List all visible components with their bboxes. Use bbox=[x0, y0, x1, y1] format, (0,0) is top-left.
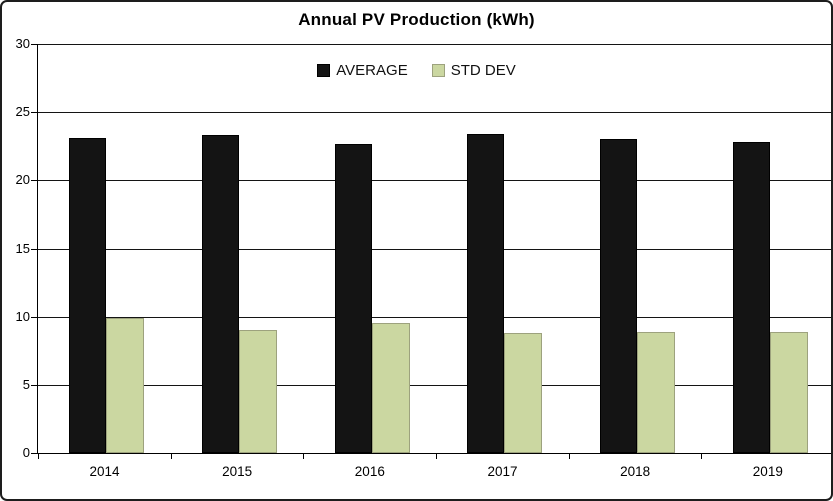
gridline bbox=[38, 112, 831, 114]
y-tick-label: 0 bbox=[22, 445, 30, 460]
x-tick-label: 2015 bbox=[222, 464, 253, 479]
plot-area: 0 5 10 15 20 25 30 2014 2015 2016 2017 2018 2019 bbox=[16, 36, 831, 479]
x-axis-tick bbox=[38, 454, 39, 459]
legend-label: STD DEV bbox=[450, 62, 516, 79]
bar-std-dev bbox=[636, 331, 675, 453]
y-axis-tick bbox=[31, 44, 38, 45]
bar-std-dev bbox=[238, 330, 277, 453]
chart-title: Annual PV Production (kWh) bbox=[298, 10, 535, 29]
y-axis-tick bbox=[31, 112, 38, 114]
bar-average bbox=[467, 133, 505, 453]
y-axis-tick bbox=[31, 248, 38, 250]
y-tick-label: 25 bbox=[15, 104, 30, 120]
y-axis-tick bbox=[31, 453, 38, 454]
legend-item-std-dev: STD DEV bbox=[431, 62, 516, 79]
legend-item-average: AVERAGE bbox=[317, 62, 408, 79]
gridline bbox=[38, 384, 831, 386]
y-axis-tick bbox=[31, 180, 38, 182]
bar-std-dev bbox=[769, 331, 808, 453]
legend-swatch-icon bbox=[431, 64, 445, 77]
bar-group bbox=[38, 45, 171, 453]
y-tick-label: 20 bbox=[15, 172, 30, 188]
bar-average bbox=[599, 139, 637, 453]
bar-group bbox=[569, 45, 702, 453]
x-tick-label: 2018 bbox=[620, 464, 651, 479]
bar-group bbox=[171, 45, 304, 453]
x-axis-tick bbox=[568, 454, 570, 459]
bar-average bbox=[334, 143, 372, 453]
legend-swatch-icon bbox=[317, 64, 331, 77]
x-axis-tick bbox=[436, 454, 437, 459]
x-tick-label: 2014 bbox=[89, 464, 120, 479]
bar-average bbox=[201, 135, 239, 453]
y-tick-label: 30 bbox=[15, 36, 30, 51]
y-axis-tick bbox=[31, 384, 38, 386]
gridline bbox=[38, 316, 831, 318]
x-tick-label: 2017 bbox=[487, 464, 518, 479]
gridline bbox=[38, 44, 831, 45]
gridline bbox=[38, 180, 831, 182]
gridline bbox=[38, 248, 831, 250]
legend-label: AVERAGE bbox=[336, 62, 408, 79]
y-tick-label: 5 bbox=[22, 376, 30, 392]
y-tick-label: 15 bbox=[15, 240, 30, 256]
bar-group bbox=[701, 45, 831, 453]
x-axis-tick bbox=[701, 454, 703, 459]
legend: AVERAGE STD DEV bbox=[2, 62, 831, 79]
bar-group bbox=[436, 45, 569, 453]
x-axis-tick bbox=[303, 454, 305, 459]
bar-std-dev bbox=[106, 318, 145, 453]
y-axis-tick bbox=[31, 316, 38, 318]
x-tick-label: 2016 bbox=[354, 464, 385, 479]
x-tick-label: 2019 bbox=[752, 464, 783, 479]
bar-average bbox=[69, 138, 107, 453]
bar-std-dev bbox=[504, 333, 543, 453]
x-axis-tick bbox=[170, 454, 172, 459]
bar-std-dev bbox=[371, 323, 410, 453]
bar-average bbox=[732, 142, 770, 453]
bar-group bbox=[303, 45, 436, 453]
y-tick-label: 10 bbox=[15, 308, 30, 324]
